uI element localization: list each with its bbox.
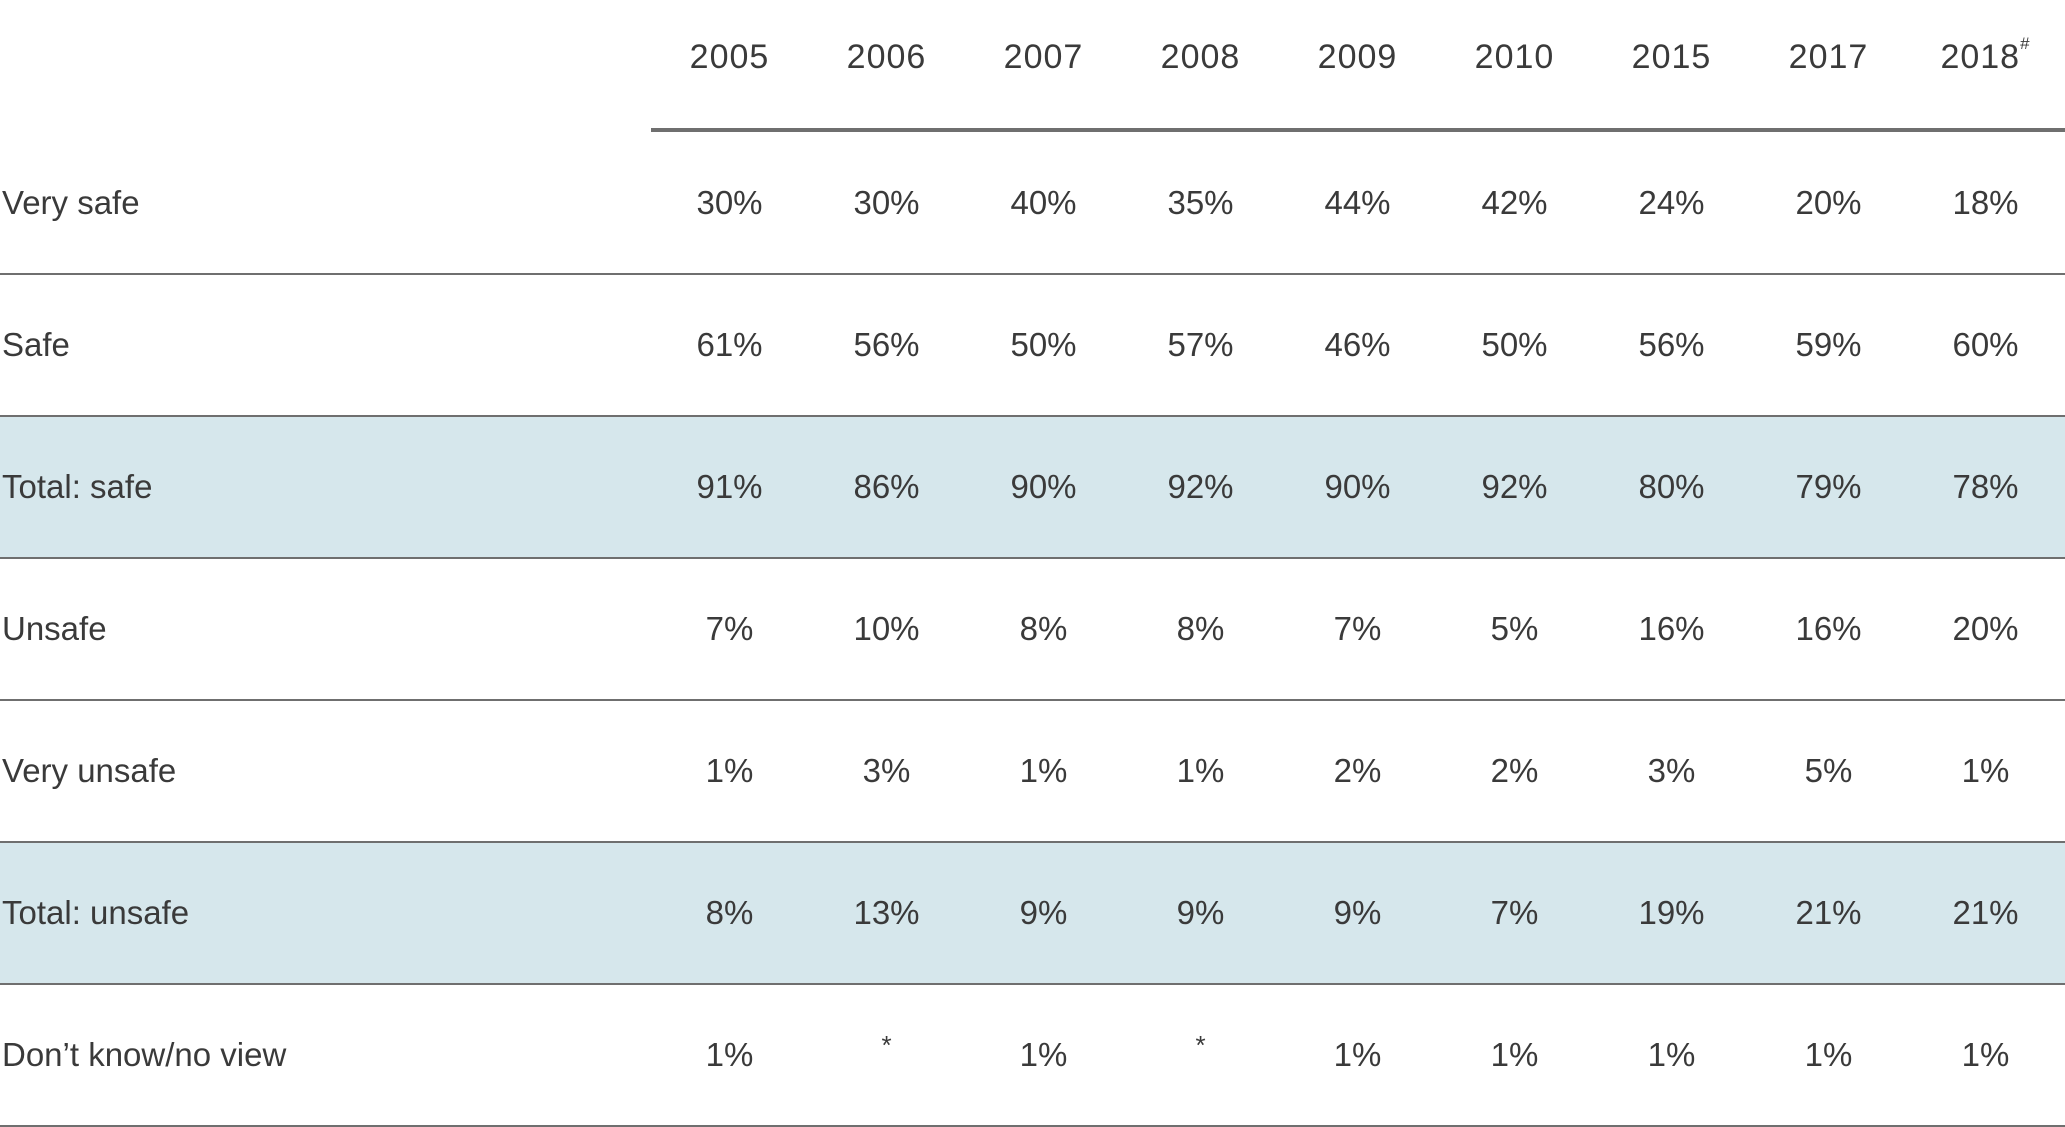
- table-cell: 2%: [1490, 752, 1539, 789]
- table-cell: 5%: [1490, 610, 1539, 647]
- table-cell: 1%: [1176, 752, 1225, 789]
- table-cell: 7%: [705, 610, 754, 647]
- table-cell: 3%: [862, 752, 911, 789]
- table-cell: 46%: [1324, 326, 1391, 363]
- table-cell: 20%: [1795, 184, 1862, 221]
- table-cell: 2%: [1333, 752, 1382, 789]
- column-header-2008: 2008: [1122, 38, 1279, 77]
- row-label: Safe: [2, 326, 70, 363]
- table-cell: 1%: [705, 752, 754, 789]
- table-cell: 21%: [1952, 894, 2019, 931]
- table-cell: 90%: [1324, 468, 1391, 505]
- column-header-2006: 2006: [808, 38, 965, 77]
- table-cell: 7%: [1490, 894, 1539, 931]
- table-cell: 1%: [1019, 1036, 1068, 1073]
- table-cell: 90%: [1010, 468, 1077, 505]
- table-row: Safe 61% 56% 50% 57% 46% 50% 56% 59% 60%: [0, 275, 2065, 417]
- table-cell: 3%: [1647, 752, 1696, 789]
- row-label: Don’t know/no view: [2, 1036, 287, 1073]
- table-cell: 50%: [1010, 326, 1077, 363]
- table-cell: 78%: [1952, 468, 2019, 505]
- column-header-label: 2018: [1940, 38, 2021, 76]
- row-label: Total: safe: [2, 468, 153, 505]
- table-cell: 1%: [1804, 1036, 1853, 1073]
- column-header-2009: 2009: [1279, 38, 1436, 77]
- table-cell: 44%: [1324, 184, 1391, 221]
- table-cell: 8%: [1176, 610, 1225, 647]
- table-cell: 50%: [1481, 326, 1548, 363]
- table-cell: 56%: [1638, 326, 1705, 363]
- table-row: Unsafe 7% 10% 8% 8% 7% 5% 16% 16% 20%: [0, 559, 2065, 701]
- table-row: Don’t know/no view 1% * 1% * 1% 1% 1% 1% 1%: [0, 985, 2065, 1127]
- table-cell: 5%: [1804, 752, 1853, 789]
- table-cell: 1%: [1333, 1036, 1382, 1073]
- table-cell: 91%: [696, 468, 763, 505]
- table-cell: 92%: [1167, 468, 1234, 505]
- table-row: Very safe 30% 30% 40% 35% 44% 42% 24% 20% 18%: [0, 133, 2065, 275]
- table-cell: 1%: [1961, 1036, 2010, 1073]
- row-label: Very safe: [2, 184, 140, 221]
- footnote-mark: #: [2020, 34, 2031, 53]
- table-cell: *: [1195, 1030, 1206, 1060]
- row-label: Very unsafe: [2, 752, 177, 789]
- table-cell: 24%: [1638, 184, 1705, 221]
- table-cell: 1%: [1019, 752, 1068, 789]
- table-cell: 16%: [1638, 610, 1705, 647]
- column-header-label: 2008: [1160, 38, 1241, 76]
- total-row: Total: safe 91% 86% 90% 92% 90% 92% 80% 79% 78%: [0, 417, 2065, 559]
- table-cell: 21%: [1795, 894, 1862, 931]
- table-cell: 61%: [696, 326, 763, 363]
- table-cell: 8%: [705, 894, 754, 931]
- table-cell: *: [881, 1030, 892, 1060]
- table-row: Very unsafe 1% 3% 1% 1% 2% 2% 3% 5% 1%: [0, 701, 2065, 843]
- column-header-2017: 2017: [1750, 38, 1907, 77]
- column-header-label: 2006: [846, 38, 927, 76]
- table-cell: 57%: [1167, 326, 1234, 363]
- column-header-2007: 2007: [965, 38, 1122, 77]
- table-cell: 7%: [1333, 610, 1382, 647]
- table-cell: 13%: [853, 894, 920, 931]
- table-cell: 59%: [1795, 326, 1862, 363]
- table-header: 2005 2006 2007 2008 2009 2010 2015 2017 2018#: [0, 0, 2065, 133]
- table-cell: 42%: [1481, 184, 1548, 221]
- table-cell: 30%: [696, 184, 763, 221]
- table-cell: 10%: [853, 610, 920, 647]
- total-row: Total: unsafe 8% 13% 9% 9% 9% 7% 19% 21% 21%: [0, 843, 2065, 985]
- column-header-label: 2015: [1631, 38, 1712, 76]
- table-cell: 8%: [1019, 610, 1068, 647]
- table-cell: 79%: [1795, 468, 1862, 505]
- table-cell: 35%: [1167, 184, 1234, 221]
- row-label: Total: unsafe: [2, 894, 190, 931]
- table-cell: 1%: [1961, 752, 2010, 789]
- table-cell: 60%: [1952, 326, 2019, 363]
- row-label: Unsafe: [2, 610, 107, 647]
- table-cell: 1%: [705, 1036, 754, 1073]
- column-header-2018: 2018#: [1907, 34, 2064, 77]
- table-cell: 19%: [1638, 894, 1705, 931]
- column-header-2015: 2015: [1593, 38, 1750, 77]
- table-cell: 20%: [1952, 610, 2019, 647]
- table-cell: 18%: [1952, 184, 2019, 221]
- column-header-label: 2017: [1788, 38, 1869, 76]
- column-header-label: 2007: [1003, 38, 1084, 76]
- column-header-label: 2005: [689, 38, 770, 76]
- header-rule: [651, 128, 2065, 132]
- table-cell: 86%: [853, 468, 920, 505]
- column-header-2005: 2005: [651, 38, 808, 77]
- table-cell: 9%: [1176, 894, 1225, 931]
- table-cell: 9%: [1333, 894, 1382, 931]
- column-header-label: 2010: [1474, 38, 1555, 76]
- table-cell: 1%: [1490, 1036, 1539, 1073]
- table-cell: 30%: [853, 184, 920, 221]
- table-cell: 56%: [853, 326, 920, 363]
- column-header-2010: 2010: [1436, 38, 1593, 77]
- table-cell: 40%: [1010, 184, 1077, 221]
- table-cell: 92%: [1481, 468, 1548, 505]
- table-cell: 9%: [1019, 894, 1068, 931]
- table-cell: 16%: [1795, 610, 1862, 647]
- table-cell: 1%: [1647, 1036, 1696, 1073]
- table-cell: 80%: [1638, 468, 1705, 505]
- column-header-label: 2009: [1317, 38, 1398, 76]
